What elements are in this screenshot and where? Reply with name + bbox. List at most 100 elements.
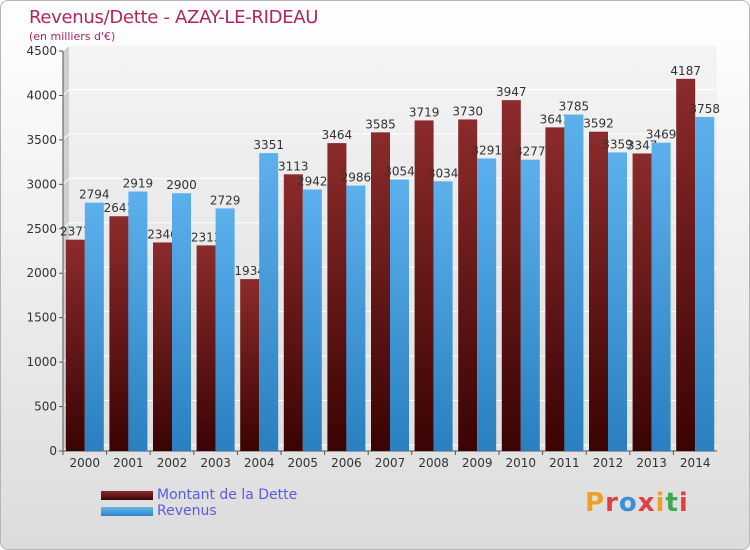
- legend-swatch-dette: [101, 490, 153, 500]
- logo-letter: r: [605, 488, 619, 518]
- bar-revenus: [608, 152, 627, 451]
- data-label-dette: 1934: [234, 264, 265, 278]
- data-label-revenus: 3359: [602, 137, 633, 151]
- data-label-revenus: 3785: [559, 100, 590, 114]
- data-label-dette: 4187: [670, 64, 701, 78]
- legend-swatch-revenus: [101, 506, 153, 516]
- x-tick-label: 2008: [418, 456, 449, 470]
- y-tick-label: 4000: [26, 88, 57, 102]
- gridline-side: [62, 222, 70, 230]
- bar-dette: [545, 127, 565, 451]
- data-label-revenus: 3469: [646, 128, 677, 142]
- y-tick-label: 2500: [26, 222, 57, 236]
- bar-revenus: [695, 116, 715, 451]
- x-tick-label: 2004: [244, 456, 275, 470]
- data-label-revenus: 3758: [689, 102, 720, 116]
- bar-dette: [501, 100, 521, 452]
- bar-revenus: [390, 179, 409, 452]
- bar-revenus: [302, 189, 322, 451]
- bar-dette: [371, 132, 390, 452]
- bar-dette: [240, 279, 260, 451]
- y-tick-label: 3000: [26, 177, 57, 191]
- bar-revenus: [433, 181, 453, 452]
- data-label-revenus: 2919: [123, 177, 154, 191]
- x-tick-label: 2005: [288, 456, 319, 470]
- gridline-side: [62, 89, 70, 96]
- x-tick-label: 2013: [636, 456, 667, 470]
- bar-dette: [676, 78, 696, 452]
- x-tick-label: 2014: [680, 456, 711, 470]
- legend-label-dette: Montant de la Dette: [157, 487, 298, 503]
- data-label-dette: 2377: [60, 225, 91, 239]
- logo-letter: x: [637, 488, 656, 518]
- logo-letter: t: [665, 488, 679, 518]
- data-label-dette: 3347: [627, 138, 658, 152]
- y-tick-label: 1000: [26, 355, 57, 369]
- chart-subtitle: (en milliers d'€): [29, 30, 116, 43]
- legend-label-revenus: Revenus: [157, 503, 217, 519]
- logo-letter: i: [655, 488, 666, 518]
- y-tick-label: 500: [34, 400, 57, 414]
- data-label-revenus: 3034: [428, 166, 459, 180]
- x-tick-label: 2010: [506, 456, 537, 470]
- data-label-dette: 3730: [452, 104, 483, 118]
- data-label-dette: 2641: [104, 201, 135, 215]
- logo-letter: P: [585, 488, 606, 518]
- bar-dette: [414, 120, 434, 451]
- data-label-dette: 3719: [409, 105, 440, 119]
- bar-revenus: [651, 142, 671, 451]
- data-label-dette: 3113: [278, 159, 309, 173]
- data-label-dette: 3464: [322, 128, 353, 142]
- bar-revenus: [215, 208, 235, 451]
- x-tick-label: 2011: [549, 456, 580, 470]
- data-label-revenus: 2942: [297, 174, 328, 188]
- gridline-side: [62, 177, 70, 185]
- y-tick-label: 4500: [26, 44, 57, 58]
- bar-dette: [109, 216, 129, 451]
- x-tick-label: 2002: [157, 456, 188, 470]
- data-label-revenus: 2986: [341, 171, 372, 185]
- bar-revenus: [346, 185, 366, 452]
- x-tick-label: 2001: [113, 456, 144, 470]
- data-label-revenus: 2900: [166, 178, 197, 192]
- data-label-dette: 3592: [583, 117, 614, 131]
- bar-revenus: [259, 153, 279, 451]
- legend-item-dette: Montant de la Dette: [101, 487, 297, 503]
- bar-revenus: [84, 202, 104, 451]
- bar-dette: [153, 242, 172, 451]
- bar-revenus: [520, 159, 540, 451]
- x-tick-label: 2006: [331, 456, 362, 470]
- y-tick-label: 2000: [26, 266, 57, 280]
- bar-revenus: [477, 158, 497, 451]
- data-label-revenus: 3351: [253, 138, 284, 152]
- y-tick-label: 3500: [26, 133, 57, 147]
- data-label-dette: 2346: [147, 227, 178, 241]
- data-label-dette: 3947: [496, 85, 527, 99]
- data-label-dette: 3641: [540, 112, 571, 126]
- data-label-dette: 2313: [191, 230, 222, 244]
- data-label-revenus: 2729: [210, 193, 241, 207]
- bar-revenus: [172, 193, 191, 451]
- x-tick-label: 2000: [70, 456, 101, 470]
- data-label-dette: 3585: [365, 117, 396, 131]
- data-label-revenus: 3277: [515, 145, 546, 159]
- y-tick-label: 0: [49, 444, 57, 458]
- x-tick-label: 2012: [593, 456, 624, 470]
- proxiti-logo: Proxiti: [585, 488, 689, 518]
- bar-dette: [65, 239, 85, 451]
- gridline-side: [62, 44, 70, 52]
- bar-dette: [327, 143, 347, 452]
- bar-dette: [589, 131, 608, 451]
- x-tick-label: 2003: [200, 456, 231, 470]
- legend-item-revenus: Revenus: [101, 503, 297, 519]
- bar-dette: [196, 245, 216, 451]
- data-label-revenus: 3054: [384, 165, 415, 179]
- bar-dette: [632, 153, 652, 451]
- gridline-side: [62, 133, 70, 141]
- chart-title: Revenus/Dette - AZAY-LE-RIDEAU: [29, 7, 319, 28]
- data-label-revenus: 2794: [79, 188, 110, 202]
- bar-revenus: [128, 191, 148, 452]
- y-tick-label: 1500: [26, 311, 57, 325]
